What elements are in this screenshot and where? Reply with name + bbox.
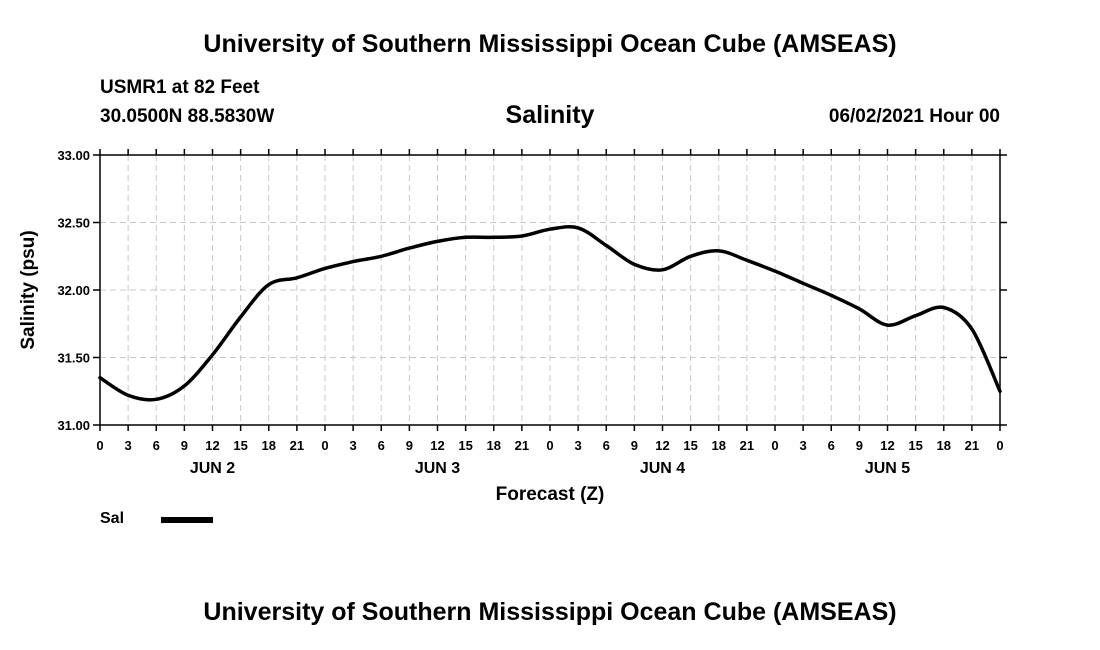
- x-tick-label: 0: [546, 438, 553, 453]
- y-tick-label: 32.00: [57, 283, 90, 298]
- x-tick-label: 21: [965, 438, 979, 453]
- x-day-label: JUN 3: [415, 460, 460, 477]
- x-day-label: JUN 4: [640, 460, 685, 477]
- footer-title: University of Southern Mississippi Ocean…: [203, 598, 897, 626]
- grid: [100, 155, 1000, 425]
- coordinates-label: 30.0500N 88.5830W: [100, 106, 275, 127]
- y-tick-label: 32.50: [57, 216, 90, 231]
- x-tick-label: 3: [800, 438, 807, 453]
- x-tick-label: 15: [233, 438, 247, 453]
- x-tick-label: 0: [996, 438, 1003, 453]
- salinity-series-line: [98, 225, 1002, 402]
- x-tick-label: 6: [378, 438, 385, 453]
- y-tick-label: 31.00: [57, 418, 90, 433]
- x-day-label: JUN 2: [190, 460, 235, 477]
- x-tick-label: 12: [430, 438, 444, 453]
- x-tick-label: 9: [631, 438, 638, 453]
- x-tick-label: 18: [262, 438, 276, 453]
- x-tick-label: 9: [406, 438, 413, 453]
- y-tick-label: 33.00: [57, 148, 90, 163]
- x-axis-label: Forecast (Z): [496, 484, 605, 505]
- legend-label: Sal: [100, 510, 125, 527]
- axis-ticks: [93, 149, 1007, 431]
- x-tick-label: 12: [655, 438, 669, 453]
- x-tick-label: 21: [740, 438, 754, 453]
- x-tick-label: 0: [96, 438, 103, 453]
- x-tick-label: 9: [181, 438, 188, 453]
- header-title: University of Southern Mississippi Ocean…: [203, 30, 897, 58]
- y-axis-label: Salinity (psu): [18, 230, 39, 349]
- x-tick-label: 0: [321, 438, 328, 453]
- x-tick-label: 18: [487, 438, 501, 453]
- x-tick-label: 12: [205, 438, 219, 453]
- x-tick-label: 3: [125, 438, 132, 453]
- x-tick-label: 6: [153, 438, 160, 453]
- x-tick-label: 0: [771, 438, 778, 453]
- y-tick-label: 31.50: [57, 351, 90, 366]
- x-tick-label: 3: [350, 438, 357, 453]
- x-tick-label: 6: [603, 438, 610, 453]
- x-tick-label: 18: [712, 438, 726, 453]
- x-tick-label: 21: [290, 438, 304, 453]
- x-tick-label: 21: [515, 438, 529, 453]
- x-day-label: JUN 5: [865, 460, 910, 477]
- x-tick-label: 9: [856, 438, 863, 453]
- x-tick-label: 15: [908, 438, 922, 453]
- parameter-title: Salinity: [505, 101, 595, 129]
- x-tick-label: 12: [880, 438, 894, 453]
- x-tick-label: 3: [575, 438, 582, 453]
- axis-labels: 31.00 31.50 32.00 32.50 33.00 0 3 6 9 12 15 18 21 0 3 6…: [57, 148, 1003, 477]
- x-tick-label: 15: [458, 438, 472, 453]
- legend-swatch: [161, 517, 213, 523]
- x-tick-label: 15: [683, 438, 697, 453]
- forecast-datetime: 06/02/2021 Hour 00: [828, 106, 1000, 127]
- x-tick-label: 6: [828, 438, 835, 453]
- station-label: USMR1 at 82 Feet: [100, 77, 260, 98]
- x-tick-label: 18: [937, 438, 951, 453]
